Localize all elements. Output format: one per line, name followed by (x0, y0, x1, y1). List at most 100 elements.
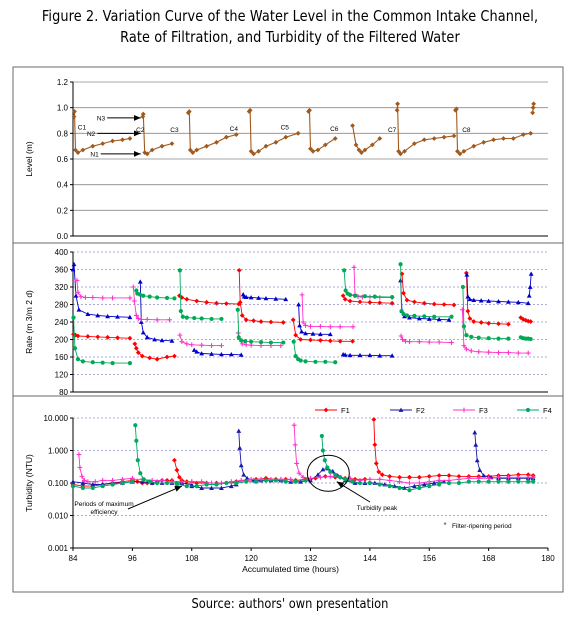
turbidity-point (481, 473, 487, 478)
rate-point (515, 299, 521, 305)
rate-point (506, 350, 511, 356)
turbidity-point (236, 428, 242, 433)
rate-point (239, 338, 244, 343)
rate-point (496, 299, 501, 304)
rate-point (243, 317, 249, 323)
rate-point (256, 295, 261, 300)
rate-point (298, 337, 304, 342)
rate-point (486, 298, 492, 303)
rate-point (496, 336, 501, 341)
legend-marker-f2 (398, 407, 404, 412)
rate-point (468, 348, 474, 354)
cycle-label-c6: C6 (330, 126, 339, 133)
turbidity-point (387, 478, 393, 483)
turbidity-point (315, 472, 321, 477)
turbidity-point (441, 479, 447, 484)
rate-point (100, 295, 106, 301)
rate-y-tick-label: 400 (55, 248, 69, 257)
rate-line (462, 286, 509, 340)
level-point (310, 148, 316, 154)
rate-series-f4 (71, 262, 533, 366)
rate-point (389, 300, 395, 306)
rate-point (191, 347, 197, 352)
rate-point (486, 336, 491, 341)
level-point (307, 107, 312, 113)
rate-point (399, 308, 404, 314)
rate-point (476, 349, 482, 355)
rate-point (281, 340, 286, 345)
rate-point (82, 295, 88, 300)
rate-point (342, 296, 348, 302)
turbidity-line (293, 425, 351, 479)
turbidity-point (530, 474, 536, 480)
turbidity-y-label: Turbidity (NTU) (24, 454, 34, 512)
rate-point (147, 355, 153, 361)
level-line (248, 108, 299, 155)
rate-line (353, 267, 393, 298)
rate-point (471, 319, 477, 324)
rate-point (199, 316, 204, 321)
rate-point (367, 352, 373, 358)
rate-point (342, 268, 347, 273)
rate-point (327, 324, 333, 330)
ripening-key-symbol: * (443, 521, 446, 530)
rate-point (528, 271, 534, 276)
turbidity-point (110, 482, 115, 487)
figure-source: Source: authors' own presentation (191, 597, 389, 612)
rate-point (184, 341, 190, 347)
rate-point (460, 307, 465, 313)
rate-point (248, 295, 254, 300)
rate-point (317, 331, 323, 337)
rate-point (135, 316, 141, 321)
turbidity-x-tick-label: 180 (541, 554, 555, 563)
turbidity-point (141, 477, 146, 482)
rate-point (100, 360, 105, 365)
rate-line (465, 272, 509, 325)
turbidity-point (179, 479, 185, 485)
turbidity-point (219, 485, 224, 490)
rate-point (72, 346, 78, 351)
rate-point (323, 359, 328, 364)
level-point (528, 130, 534, 136)
rate-point (135, 350, 141, 356)
rate-point (527, 284, 533, 289)
rate-point (496, 321, 501, 327)
rate-point (243, 342, 249, 348)
rate-point (313, 359, 318, 364)
rate-point (280, 320, 286, 325)
rate-point (300, 319, 306, 325)
turbidity-point (110, 478, 115, 483)
figure-title-line-2: Rate of Filtration, and Turbidity of the… (120, 28, 460, 46)
level-mark-n1: N1 (90, 151, 99, 158)
turbidity-point (90, 485, 95, 491)
rate-point (340, 293, 346, 299)
level-point (501, 136, 506, 141)
level-point (187, 147, 193, 153)
legend-label-f1: F1 (341, 406, 350, 415)
turbidity-peak-circle (306, 454, 350, 492)
rate-point (352, 293, 358, 298)
rate-point (317, 323, 323, 329)
rate-point (179, 295, 185, 300)
turbidity-point (317, 474, 323, 480)
level-y-label: Level (m) (24, 141, 34, 177)
rate-point (75, 357, 81, 362)
rate-point (177, 332, 183, 338)
panel-rate-frame (12, 242, 564, 397)
rate-point (140, 330, 146, 335)
level-mark-n3: N3 (97, 115, 106, 122)
turbidity-point (352, 480, 358, 485)
turbidity-x-tick-label: 84 (69, 554, 78, 563)
rate-point (75, 289, 81, 295)
rate-point (73, 293, 79, 298)
turbidity-x-tick-label: 108 (185, 554, 199, 563)
rate-point (337, 324, 343, 330)
turbidity-point (184, 484, 189, 489)
turbidity-point (367, 476, 373, 482)
turbidity-point (343, 477, 348, 482)
rate-y-tick-label: 80 (59, 388, 68, 397)
level-point (356, 147, 362, 153)
rate-line (400, 264, 452, 318)
turbidity-point (248, 476, 254, 482)
turbidity-point (79, 473, 85, 479)
